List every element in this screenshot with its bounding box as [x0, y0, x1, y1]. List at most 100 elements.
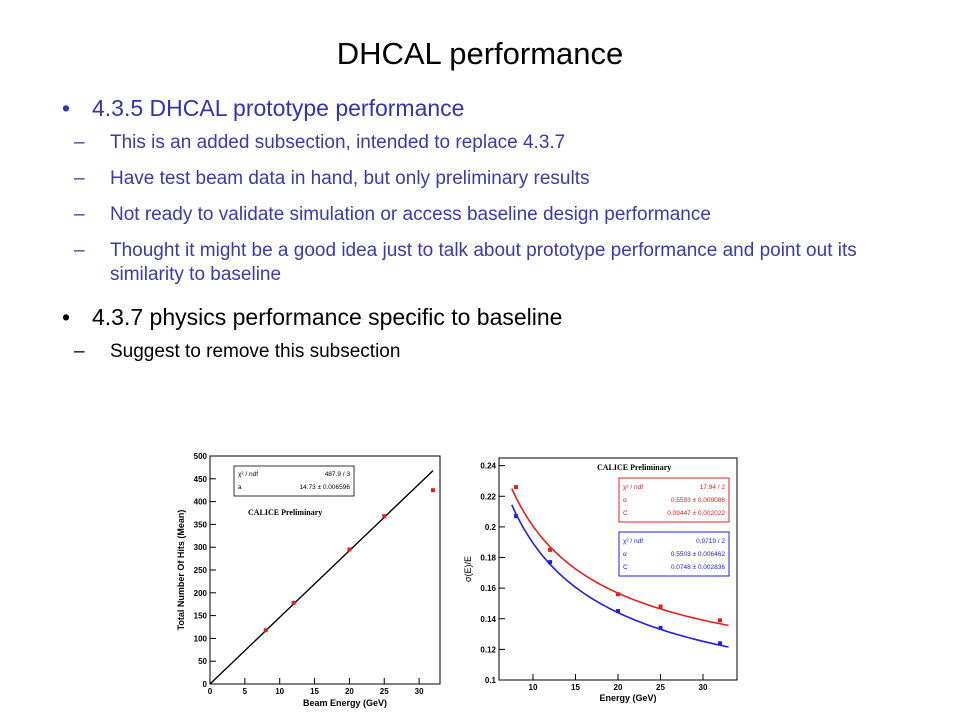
stats-label: C [623, 510, 628, 517]
stats-box [618, 477, 730, 523]
y-tick-label: 0.18 [480, 554, 496, 563]
y-tick-label: 0.1 [485, 676, 497, 685]
x-tick-label: 25 [380, 687, 389, 696]
stats-box [233, 465, 355, 497]
stats-value: 0.5503 ± 0.006462 [671, 551, 726, 558]
y-tick-label: 150 [194, 612, 208, 621]
y-tick-label: 0.14 [480, 615, 496, 624]
chart-annotation: CALICE Preliminary [597, 463, 671, 472]
x-tick-label: 10 [275, 687, 284, 696]
stats-label: a [238, 484, 242, 491]
bullet-glyph: • [62, 95, 71, 121]
y-tick-label: 0 [203, 680, 208, 689]
y-tick-label: 250 [194, 566, 208, 575]
sub-bullet-item: – Not ready to validate simulation or ac… [62, 203, 830, 227]
y-tick-label: 350 [194, 520, 208, 529]
bullet-item: • 4.3.5 DHCAL prototype performance [62, 94, 942, 122]
bullet-list: • 4.3.5 DHCAL prototype performance – Th… [62, 94, 942, 376]
data-point [431, 488, 436, 493]
stats-value: 487.9 / 3 [325, 471, 351, 478]
slide-title: DHCAL performance [336, 36, 624, 71]
hits-vs-energy-chart: 0 50 100 150 200 250 300 350 400 450 500 0 5 10 15 20 25… [172, 448, 447, 720]
data-point [616, 592, 620, 597]
stats-value: 14.73 ± 0.006596 [299, 484, 350, 491]
y-tick-label: 0.12 [480, 645, 496, 654]
y-tick-label: 450 [194, 475, 208, 484]
fit-curve [511, 488, 729, 627]
x-tick-label: 30 [699, 683, 708, 692]
dash-glyph: – [74, 341, 85, 362]
data-point [382, 514, 387, 519]
y-axis-label: σ(E)/E [463, 556, 473, 582]
x-tick-label: 25 [656, 683, 665, 692]
stats-box [618, 531, 730, 577]
fit-curve [511, 504, 729, 648]
sub-bullet-item: – Suggest to remove this subsection [62, 340, 942, 364]
data-point [548, 547, 552, 552]
data-point [514, 514, 518, 519]
sub-bullet-text: Not ready to validate simulation or acce… [110, 204, 711, 225]
stats-label: χ² / ndf [623, 538, 643, 545]
dash-glyph: – [74, 240, 85, 261]
bullet-text: 4.3.7 physics performance specific to ba… [92, 304, 563, 330]
y-tick-label: 0.16 [480, 584, 496, 593]
x-tick-label: 15 [310, 687, 319, 696]
data-point [514, 485, 518, 490]
x-tick-label: 15 [571, 683, 580, 692]
data-point [718, 641, 722, 646]
y-tick-label: 100 [194, 634, 208, 643]
sub-bullet-text: This is an added subsection, intended to… [110, 132, 566, 153]
stats-label: χ² / ndf [623, 484, 643, 491]
x-tick-label: 30 [415, 687, 424, 696]
y-tick-label: 200 [194, 589, 208, 598]
sub-bullet-item: – This is an added subsection, intended … [62, 131, 942, 155]
data-point [263, 628, 268, 633]
stats-value: 0.5593 ± 0.009086 [671, 497, 726, 504]
x-tick-label: 0 [208, 687, 213, 696]
stats-label: α [623, 497, 627, 504]
x-tick-label: 20 [345, 687, 354, 696]
x-tick-label: 20 [614, 683, 623, 692]
stats-label: α [623, 551, 627, 558]
sub-bullet-item: – Thought it might be a good idea just t… [62, 239, 870, 287]
y-tick-label: 0.22 [480, 492, 496, 501]
stats-label: C [623, 564, 628, 571]
x-tick-label: 5 [243, 687, 248, 696]
fit-line [209, 470, 434, 685]
y-tick-label: 50 [198, 657, 207, 666]
hits-vs-energy-plot: 0 50 100 150 200 250 300 350 400 450 500 0 5 10 15 20 25… [176, 452, 441, 708]
bullet-item: • 4.3.7 physics performance specific to … [62, 303, 942, 331]
stats-value: 17.94 / 2 [700, 484, 726, 491]
bullet-glyph: • [62, 304, 71, 330]
data-point [548, 560, 552, 565]
data-point [718, 618, 722, 623]
data-point [658, 625, 663, 630]
x-axis-label: Beam Energy (GeV) [303, 698, 387, 708]
dash-glyph: – [74, 132, 85, 153]
dash-glyph: – [74, 168, 85, 189]
y-tick-label: 0.24 [480, 462, 496, 471]
bullet-text: 4.3.5 DHCAL prototype performance [92, 95, 465, 121]
x-axis-label: Energy (GeV) [599, 693, 656, 703]
y-tick-label: 400 [194, 498, 208, 507]
stats-label: χ² / ndf [238, 471, 258, 478]
y-tick-label: 300 [194, 543, 208, 552]
resolution-vs-energy-chart: 0.1 0.12 0.14 0.16 0.18 0.2 0.22 0.24 10 15 20 25 30… [455, 452, 745, 720]
data-point [291, 600, 296, 605]
sub-bullet-item: – Have test beam data in hand, but only … [62, 167, 942, 191]
y-tick-label: 500 [194, 452, 208, 461]
y-tick-label: 0.2 [485, 523, 497, 532]
stats-value: 0.0748 ± 0.002836 [671, 564, 726, 571]
data-point [347, 547, 352, 552]
sub-bullet-text: Have test beam data in hand, but only pr… [110, 168, 590, 189]
dash-glyph: – [74, 204, 85, 225]
chart-annotation: CALICE Preliminary [248, 508, 322, 517]
resolution-vs-energy-plot: 0.1 0.12 0.14 0.16 0.18 0.2 0.22 0.24 10 15 20 25 30… [463, 457, 738, 703]
data-point [616, 609, 620, 614]
y-axis-label: Total Number Of Hits (Mean) [176, 510, 186, 631]
sub-bullet-text: Suggest to remove this subsection [110, 341, 401, 362]
x-tick-label: 10 [529, 683, 538, 692]
data-point [658, 604, 663, 609]
sub-bullet-text: Thought it might be a good idea just to … [110, 240, 857, 285]
stats-value: 0.9719 / 2 [696, 538, 725, 545]
